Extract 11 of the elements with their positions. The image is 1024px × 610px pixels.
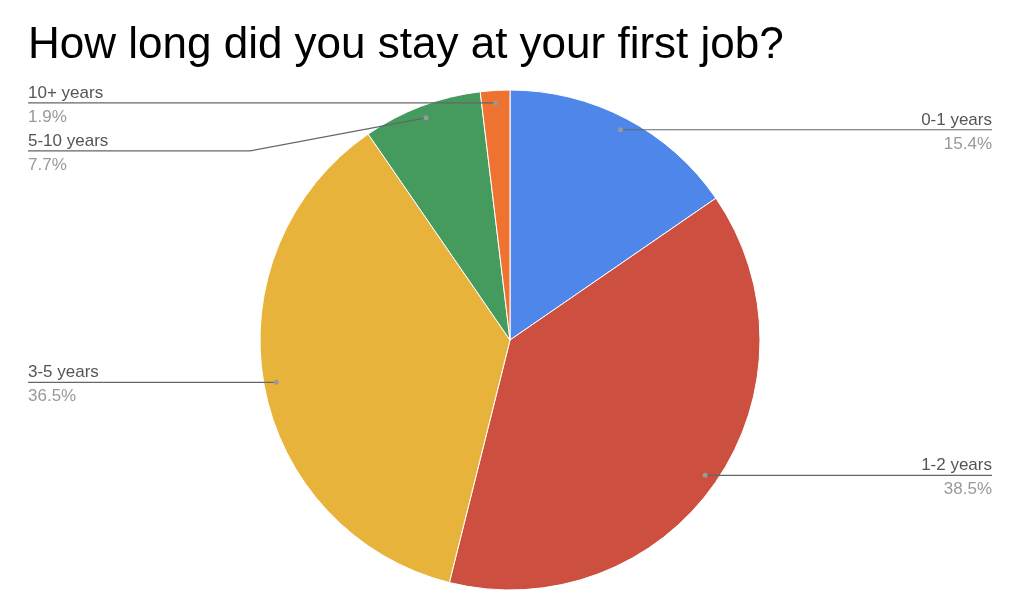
slice-label: 3-5 years (28, 362, 99, 382)
data-label: 1.9% (28, 106, 67, 126)
slice-label: 5-10 years (28, 130, 109, 150)
chart-title: How long did you stay at your first job? (28, 18, 784, 67)
data-label: 15.4% (943, 133, 992, 153)
data-label: 36.5% (28, 386, 77, 406)
slice-label: 1-2 years (921, 455, 992, 475)
slice-label: 0-1 years (921, 109, 992, 129)
slice-label: 10+ years (28, 82, 104, 102)
data-label: 38.5% (943, 479, 992, 499)
data-label: 7.7% (28, 154, 67, 174)
